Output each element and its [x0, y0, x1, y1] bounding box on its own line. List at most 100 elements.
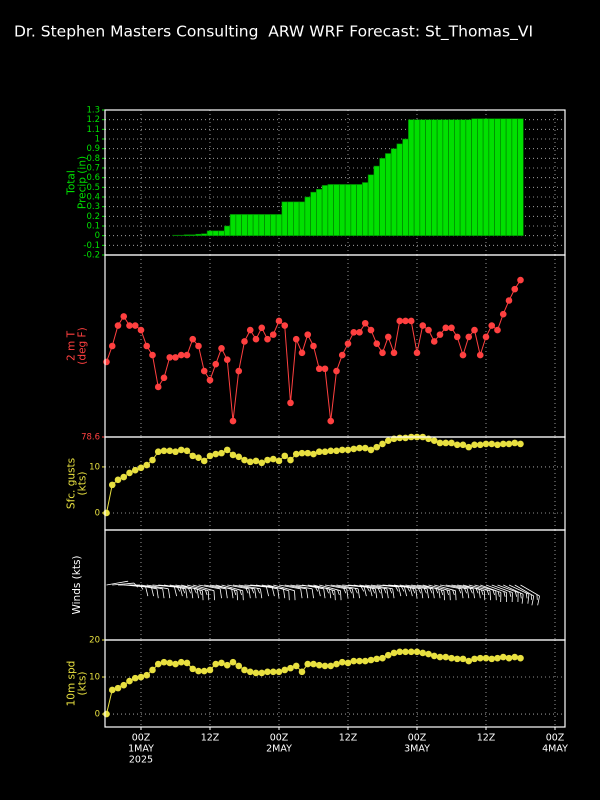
barb-flag: [480, 589, 484, 596]
data-point: [229, 417, 237, 425]
data-point: [396, 434, 404, 442]
data-point: [269, 668, 277, 676]
data-point: [287, 456, 294, 464]
barb-shaft: [491, 584, 513, 593]
data-point: [218, 659, 225, 667]
wind-barb: [169, 584, 194, 599]
data-point: [482, 333, 490, 341]
data-point: [264, 668, 271, 676]
x-tick-label: 00Z: [132, 733, 151, 744]
barb-flag: [188, 588, 191, 594]
barb-flag: [401, 586, 405, 592]
precip-bar: [218, 230, 225, 236]
precip-bar: [241, 214, 248, 236]
data-point: [499, 310, 507, 318]
wind-barb: [186, 584, 210, 601]
data-point: [310, 450, 317, 458]
y-axis-label: Winds (kts): [71, 555, 83, 614]
precip-bar: [390, 148, 398, 236]
wind-barb: [520, 584, 540, 606]
y-tick-label: 20: [89, 636, 100, 646]
data-point: [229, 658, 237, 666]
data-point: [373, 443, 381, 451]
wind-barb: [290, 584, 314, 599]
y-tick-label: -0.1: [83, 241, 100, 251]
barb-flag: [231, 588, 234, 599]
barb-flag: [467, 588, 470, 599]
data-point: [482, 440, 490, 448]
data-point: [402, 434, 409, 442]
wind-barb: [445, 584, 470, 599]
data-point: [183, 351, 191, 359]
y-tick-label: 0.3: [86, 202, 100, 212]
wind-barb: [439, 584, 464, 599]
barb-flag: [236, 590, 238, 601]
data-point: [471, 655, 478, 663]
barb-flag: [492, 589, 495, 596]
barb-flag: [156, 588, 159, 599]
barb-flag: [383, 588, 387, 594]
data-point: [235, 367, 243, 375]
barb-flag: [363, 586, 367, 597]
wind-barb: [146, 584, 171, 599]
barb-flag: [503, 591, 506, 597]
y-axis-label: (kts): [77, 672, 89, 696]
barb-flag: [271, 586, 275, 597]
wind-barb: [462, 584, 486, 601]
barb-shaft: [520, 584, 540, 597]
data-point: [321, 662, 329, 670]
wind-barb: [232, 584, 257, 599]
data-point: [471, 326, 478, 334]
barb-flag: [527, 594, 530, 604]
date-label: 1MAY: [128, 744, 154, 755]
data-point: [120, 473, 128, 481]
data-point: [252, 457, 260, 465]
data-point: [396, 648, 404, 656]
data-point: [505, 440, 513, 448]
wind-barb: [140, 584, 165, 599]
y-axis-label: 10m spd: [66, 661, 78, 707]
data-point: [160, 447, 168, 455]
precip-bar: [482, 118, 490, 236]
y-tick-label: 10: [89, 462, 100, 472]
data-point: [379, 654, 386, 662]
precip-bar: [488, 118, 495, 236]
y-tick-label: 1.3: [86, 106, 100, 116]
barb-flag: [239, 589, 242, 596]
data-point: [298, 349, 306, 357]
data-point: [131, 322, 139, 329]
data-point: [315, 365, 323, 373]
data-point: [166, 659, 174, 667]
wind-barb: [503, 584, 524, 604]
y-axis-label: 2 m T: [66, 330, 78, 361]
wind-barb: [313, 584, 336, 601]
precip-bar: [327, 184, 334, 236]
data-point: [333, 447, 340, 455]
barb-flag: [372, 588, 375, 594]
data-point: [327, 662, 335, 670]
barb-shaft: [192, 584, 215, 592]
precip-bar: [431, 119, 438, 236]
y-tick-label: 0.4: [86, 193, 100, 203]
y-axis-label: (kts): [77, 472, 89, 496]
panel-frame: [104, 639, 566, 728]
barb-flag: [375, 588, 378, 599]
barb-shaft: [290, 584, 313, 590]
barb-flag: [469, 588, 473, 594]
data-point: [448, 439, 455, 447]
precip-bar: [477, 118, 484, 236]
barb-flag: [418, 588, 421, 594]
data-point: [131, 674, 139, 682]
barb-shaft: [330, 584, 353, 590]
barb-shaft: [434, 584, 456, 592]
data-point: [149, 351, 156, 359]
barb-flag: [329, 588, 332, 599]
barb-flag: [404, 586, 408, 597]
data-point: [338, 351, 346, 359]
wind-barb: [267, 584, 290, 601]
precip-bar: [212, 230, 219, 236]
data-point: [384, 651, 392, 659]
data-point: [367, 446, 375, 454]
data-point: [137, 673, 145, 681]
y-tick-label: 1: [95, 135, 100, 145]
